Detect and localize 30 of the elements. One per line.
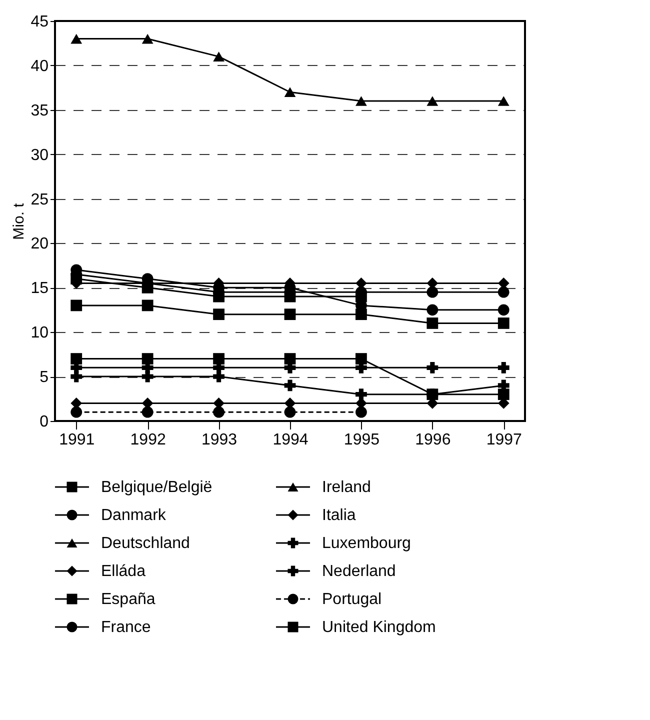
y-tick-label: 20 bbox=[30, 236, 49, 253]
x-tick-label: 1994 bbox=[272, 432, 308, 448]
x-tick-label: 1991 bbox=[59, 432, 95, 448]
y-tick-label: 45 bbox=[30, 14, 49, 30]
x-tick-label: 1992 bbox=[130, 432, 166, 448]
legend-label: Deutschland bbox=[101, 535, 190, 552]
y-tick-label: 0 bbox=[40, 414, 49, 430]
legend-label: Danmark bbox=[101, 507, 167, 524]
x-tick-label: 1997 bbox=[486, 432, 522, 448]
legend-label: Ireland bbox=[322, 479, 371, 496]
legend-label: Luxembourg bbox=[322, 535, 411, 552]
legend-label: France bbox=[101, 619, 151, 636]
x-tick-label: 1995 bbox=[344, 432, 380, 448]
legend-label: United Kingdom bbox=[322, 619, 436, 636]
y-tick-label: 15 bbox=[30, 280, 49, 298]
y-tick-label: 35 bbox=[30, 102, 49, 120]
legend-label: Elláda bbox=[101, 563, 146, 580]
y-tick-label: 30 bbox=[30, 146, 49, 164]
legend-label: Belgique/België bbox=[101, 479, 212, 496]
y-tick-label: 40 bbox=[30, 58, 49, 75]
y-tick-label: 5 bbox=[40, 369, 49, 386]
x-tick-label: 1996 bbox=[415, 432, 451, 448]
legend-label: Portugal bbox=[322, 591, 382, 608]
y-tick-label: 25 bbox=[30, 191, 49, 208]
legend-label: Italia bbox=[322, 507, 356, 524]
legend-label: Nederland bbox=[322, 563, 396, 580]
legend-label: España bbox=[101, 591, 156, 608]
y-tick-label: 10 bbox=[30, 324, 49, 342]
x-tick-label: 1993 bbox=[201, 432, 238, 448]
y-axis-title: Mio. t bbox=[10, 202, 28, 240]
